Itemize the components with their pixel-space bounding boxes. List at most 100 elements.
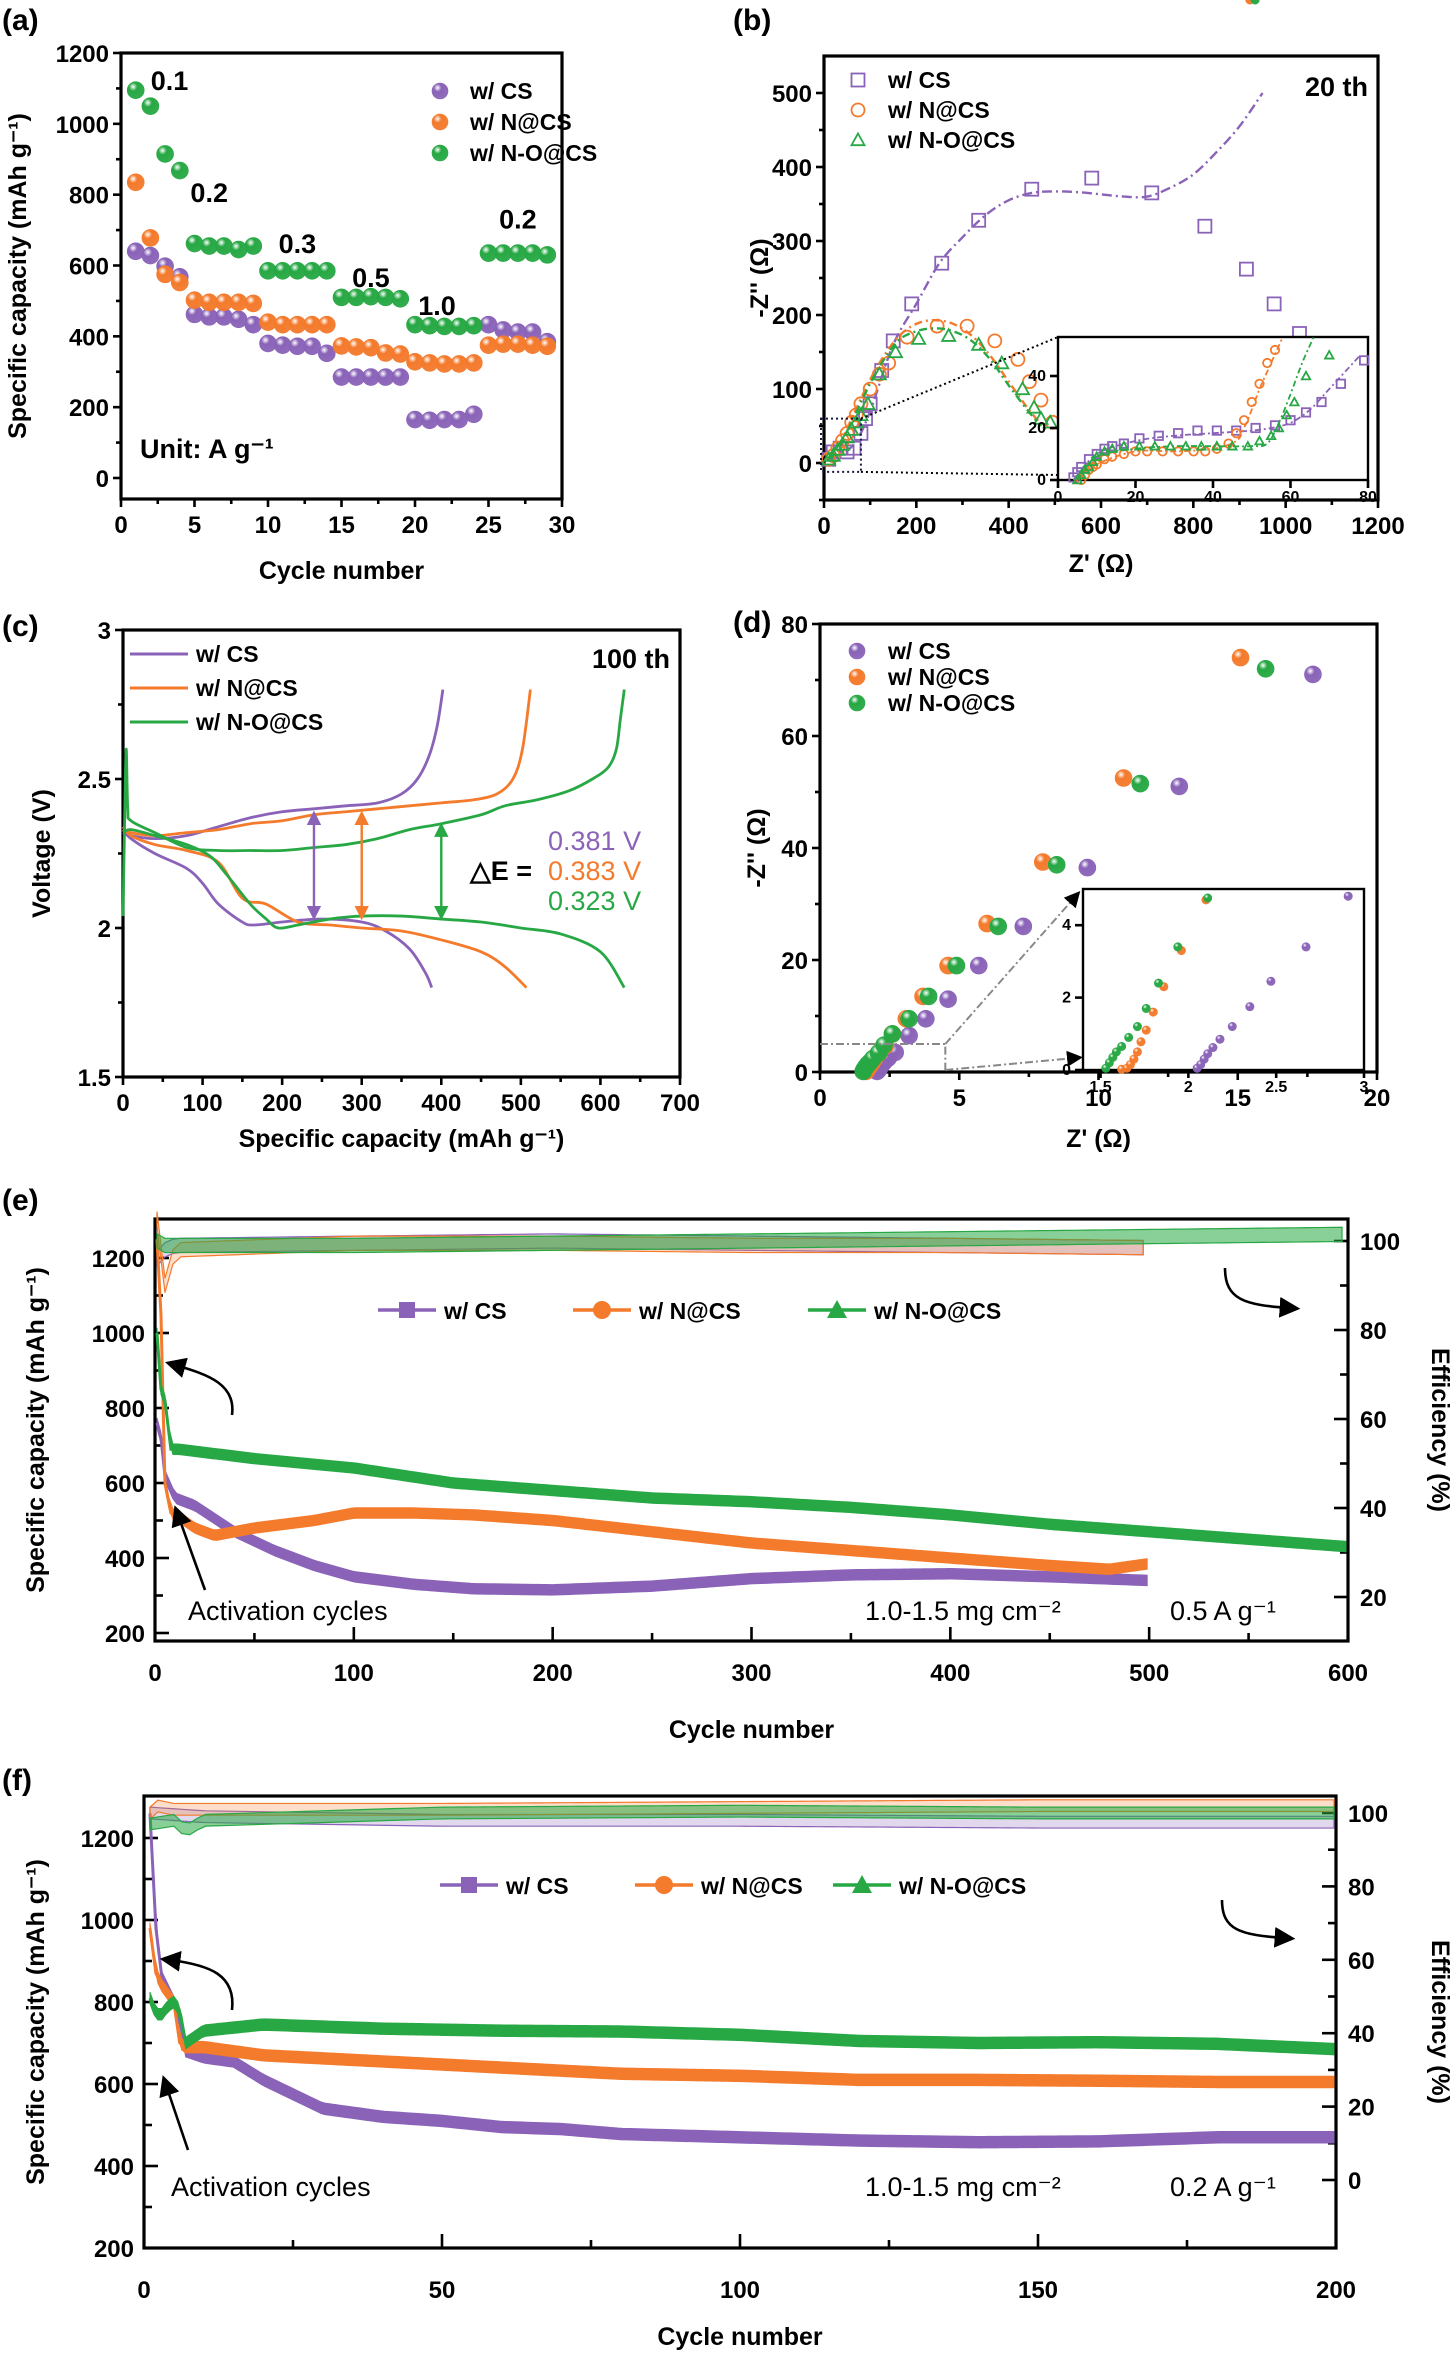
y-tick-label: 800 [94,1990,134,2017]
zoom-connector [944,891,1081,1045]
data-point [1136,1037,1146,1047]
inset-d: 1.5 2 2.5 3 0 2 4 [1062,0,1369,1096]
inset-series-nocs [1071,336,1335,485]
legend-label: w/ CS [887,638,951,664]
y-tick-label: 1.5 [78,1065,111,1092]
y-tick-label: 300 [772,229,812,256]
discharge-curve [122,828,626,989]
activation-label: Activation cycles [171,2172,371,2202]
x-tick-label: 0 [137,2277,150,2304]
data-point [1154,978,1164,988]
cycle-annotation: 20 th [1305,72,1368,102]
rate-annotation: 0.1 [151,66,189,96]
legend-label: w/ N@CS [638,1298,741,1324]
data-point [969,956,988,975]
y-tick-label: 400 [94,2154,134,2181]
data-point [171,273,189,292]
data-point [1132,1022,1142,1032]
data-point-triangle [1226,440,1239,451]
data-point [126,81,145,99]
data-point-circle [853,396,869,412]
discharge-curve [121,825,528,989]
series-ncs [821,318,1060,467]
x-tick-label: 500 [501,1090,541,1117]
data-point [1124,1032,1134,1042]
x-tick-label: 1000 [1259,513,1312,540]
data-point [1129,1054,1139,1064]
x-tick-label: 600 [580,1090,620,1117]
data-point [376,344,395,362]
data-point [1114,769,1133,787]
data-point-square [1197,218,1213,234]
data-point [420,354,439,372]
y-tick-label: 400 [105,1546,145,1573]
series-nocs [148,1804,1335,2056]
data-point-circle [1238,415,1250,426]
data-point-circle [835,433,850,449]
inset-frame [1056,335,1370,482]
series-cs [126,242,557,430]
data-point [1301,942,1311,952]
panel-a: (a) 0 5 10 15 20 25 30 0 200 400 600 800 1000 1200 Cycl… [2,4,597,585]
x-tick-label: 20 [1364,1085,1391,1112]
right-axis-arrow [1223,1267,1301,1318]
series-nocs [121,689,626,989]
data-point [1250,0,1260,5]
data-point-triangle [1253,434,1266,446]
charge-curve [121,689,626,917]
x-tick-label: 20 [1127,489,1145,506]
data-point [509,335,527,353]
data-point-square [1266,296,1282,312]
y2-axis-label: Efficiency (%) [1426,1940,1453,2104]
x-tick-label: 400 [421,1090,461,1117]
activation-arrow [159,2075,190,2151]
data-point-triangle [839,428,856,444]
data-point [303,337,321,356]
legend-marker-triangle [852,1875,872,1893]
data-point [1256,659,1275,678]
data-point-square [1173,428,1184,439]
y-tick-label: 800 [69,183,109,210]
panel-label: (f) [2,1764,32,1797]
y-tick-label: 1000 [56,112,109,139]
data-point-triangle [1083,460,1095,472]
rate-annotation: 1.0 [418,291,456,321]
x-tick-label: 10 [1085,1085,1112,1112]
y-tick-label: 60 [781,724,808,751]
rate-annotation: 0.2 [499,204,537,234]
fit-line [827,327,1042,461]
y-axis-label: Voltage (V) [28,789,56,918]
y-tick-label: 0 [1062,1062,1071,1079]
delta-e-label: △E = [469,856,532,886]
x-tick-label: 200 [896,513,936,540]
legend-label: w/ N@CS [700,1873,803,1899]
capacity-band [149,1922,1335,2089]
y-axis-label: -Z'' (Ω) [743,808,771,887]
series-cs [155,1233,1148,1596]
data-point [406,353,424,371]
activation-line [148,1997,181,2016]
data-point-triangle [1087,455,1099,467]
legend-label: w/ N-O@CS [898,1873,1026,1899]
data-point [229,293,248,312]
data-point-circle [1262,357,1273,369]
activation-arrow [171,1505,207,1591]
data-point-square [1107,441,1118,452]
x-tick-label: 400 [930,1660,970,1687]
x-tick-label: 0 [817,513,830,540]
x-tick-label: 0 [1054,489,1063,506]
data-point-square [1192,425,1203,436]
x-tick-label: 0 [813,1085,826,1112]
panel-b: (b)0 200 400 600 800 1000 12000100200300400500… [733,4,1405,578]
data-point [1117,1041,1127,1051]
x-tick-label: 600 [1328,1660,1368,1687]
data-point-triangle [1079,463,1091,474]
x-tick-label: 60 [1282,489,1300,506]
inset-series-cs [1192,891,1353,1073]
legend-label: w/ N@CS [195,675,298,701]
data-point-circle [1157,446,1168,457]
series-cs [148,1806,1335,2149]
data-point-circle [844,414,860,430]
data-point [156,145,174,163]
data-point [1203,1049,1213,1059]
